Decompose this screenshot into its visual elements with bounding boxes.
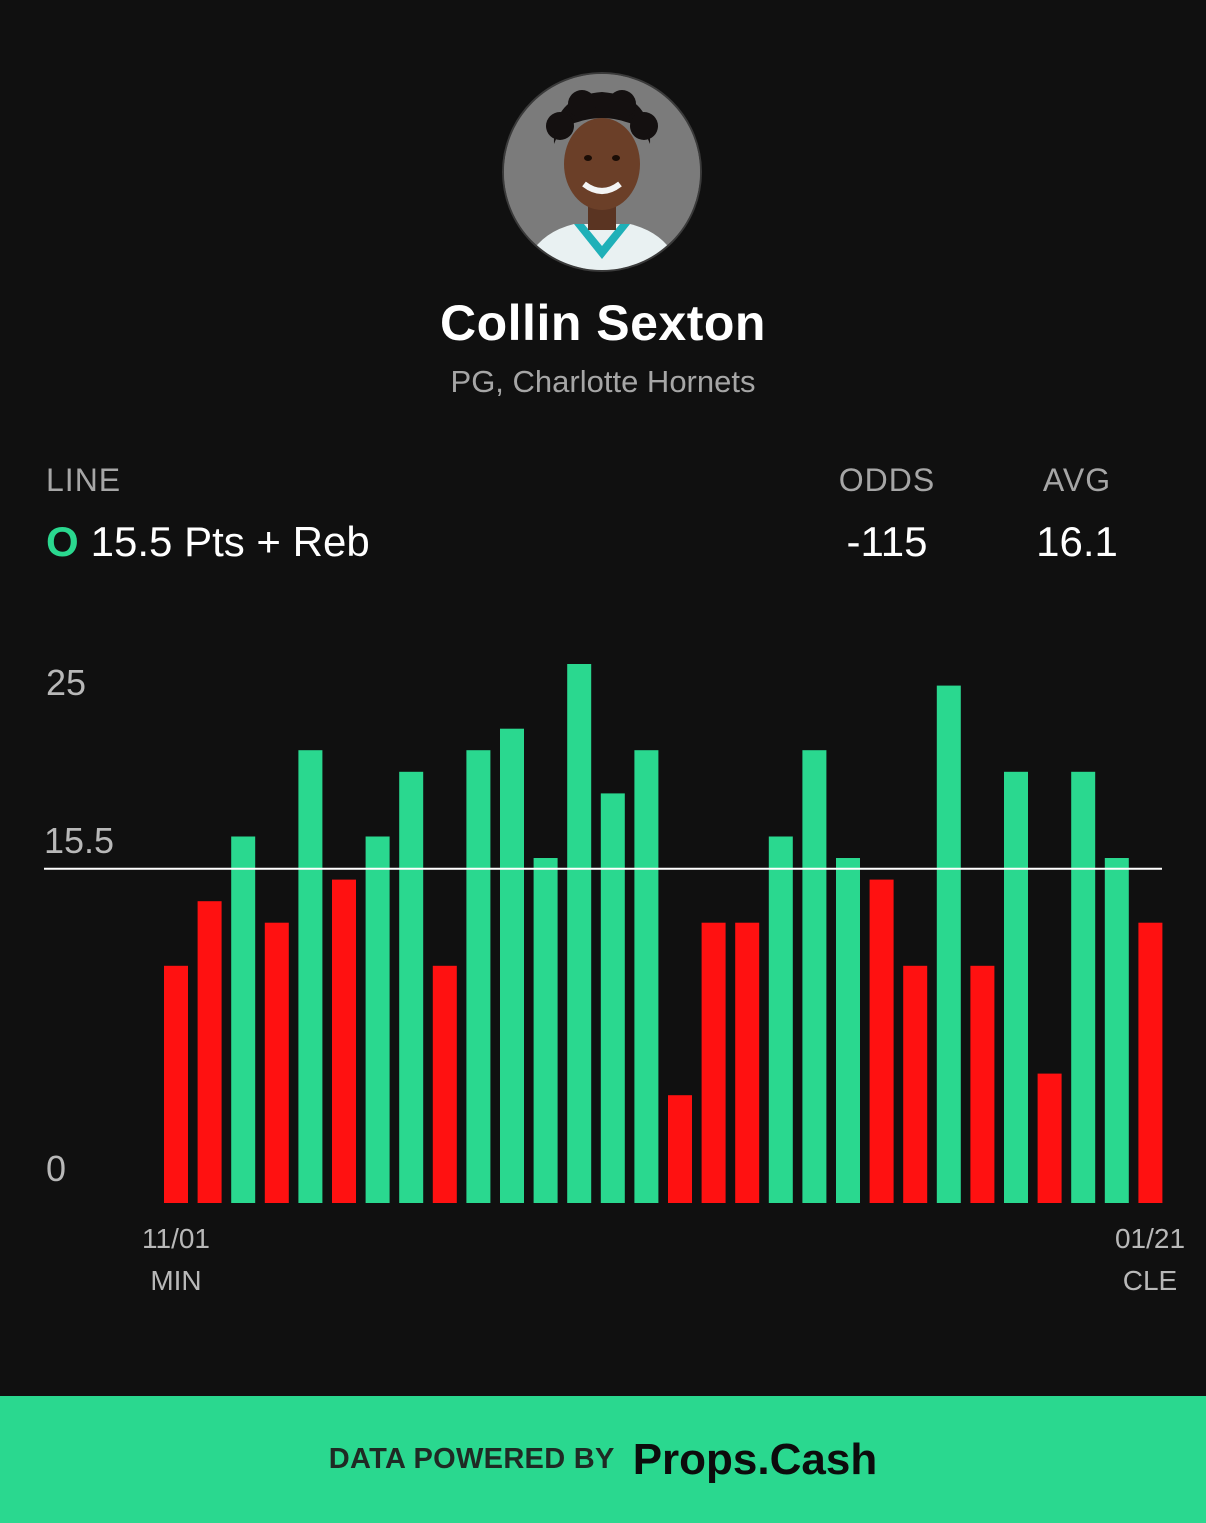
odds-label: ODDS — [838, 462, 936, 498]
bar-24 — [936, 685, 961, 1203]
bar-25 — [970, 965, 995, 1203]
bar-chart — [44, 664, 1163, 1203]
bar-10 — [466, 750, 491, 1203]
odds-value: -115 — [846, 518, 928, 565]
x-label-first: 11/01 MIN — [126, 1218, 226, 1302]
bar-2 — [197, 901, 222, 1203]
line-label: LINE — [46, 462, 122, 498]
x-label-last: 01/21 CLE — [1100, 1218, 1200, 1302]
player-avatar — [502, 72, 702, 272]
bar-9 — [432, 965, 457, 1203]
line-side: O — [46, 518, 79, 565]
bar-21 — [836, 858, 860, 1203]
bar-14 — [600, 793, 625, 1203]
bar-30 — [1138, 922, 1163, 1203]
brand-logo-text[interactable]: Props.Cash — [632, 1434, 878, 1484]
powered-by-text: DATA POWERED BY — [328, 1443, 615, 1475]
bar-12 — [533, 858, 558, 1203]
x-label-last-opponent: CLE — [1122, 1265, 1178, 1296]
bar-5 — [298, 750, 323, 1203]
bar-8 — [399, 771, 424, 1203]
bar-13 — [567, 664, 592, 1203]
bar-1 — [164, 965, 188, 1203]
y-tick-max: 25 — [46, 662, 87, 703]
player-name: Collin Sexton — [440, 295, 766, 351]
avg-value: 16.1 — [1036, 518, 1118, 565]
bar-3 — [231, 836, 256, 1203]
bar-20 — [802, 750, 827, 1203]
bar-6 — [332, 879, 356, 1203]
bar-4 — [264, 922, 289, 1203]
player-photo — [504, 74, 700, 270]
y-tick-min: 0 — [46, 1148, 67, 1189]
line-value: O 15.5 Pts + Reb — [46, 518, 370, 566]
bar-15 — [634, 750, 659, 1203]
avg-label: AVG — [1042, 462, 1112, 498]
bar-16 — [668, 1095, 692, 1203]
bar-23 — [903, 965, 928, 1203]
player-subtitle: PG, Charlotte Hornets — [450, 364, 756, 399]
x-label-first-date: 11/01 — [142, 1223, 210, 1254]
bar-28 — [1071, 771, 1096, 1203]
bar-11 — [500, 728, 524, 1203]
x-label-last-date: 01/21 — [1114, 1223, 1186, 1254]
bar-22 — [869, 879, 894, 1203]
bar-26 — [1004, 771, 1028, 1203]
bar-19 — [768, 836, 793, 1203]
y-tick-line: 15.5 — [44, 820, 115, 861]
bar-18 — [735, 922, 760, 1203]
footer-banner[interactable]: DATA POWERED BY Props.Cash — [0, 1396, 1206, 1523]
bar-17 — [701, 922, 726, 1203]
bar-27 — [1037, 1073, 1062, 1203]
bar-29 — [1104, 858, 1129, 1203]
line-text: 15.5 Pts + Reb — [90, 518, 370, 565]
bar-7 — [365, 836, 390, 1203]
x-label-first-opponent: MIN — [150, 1265, 202, 1296]
